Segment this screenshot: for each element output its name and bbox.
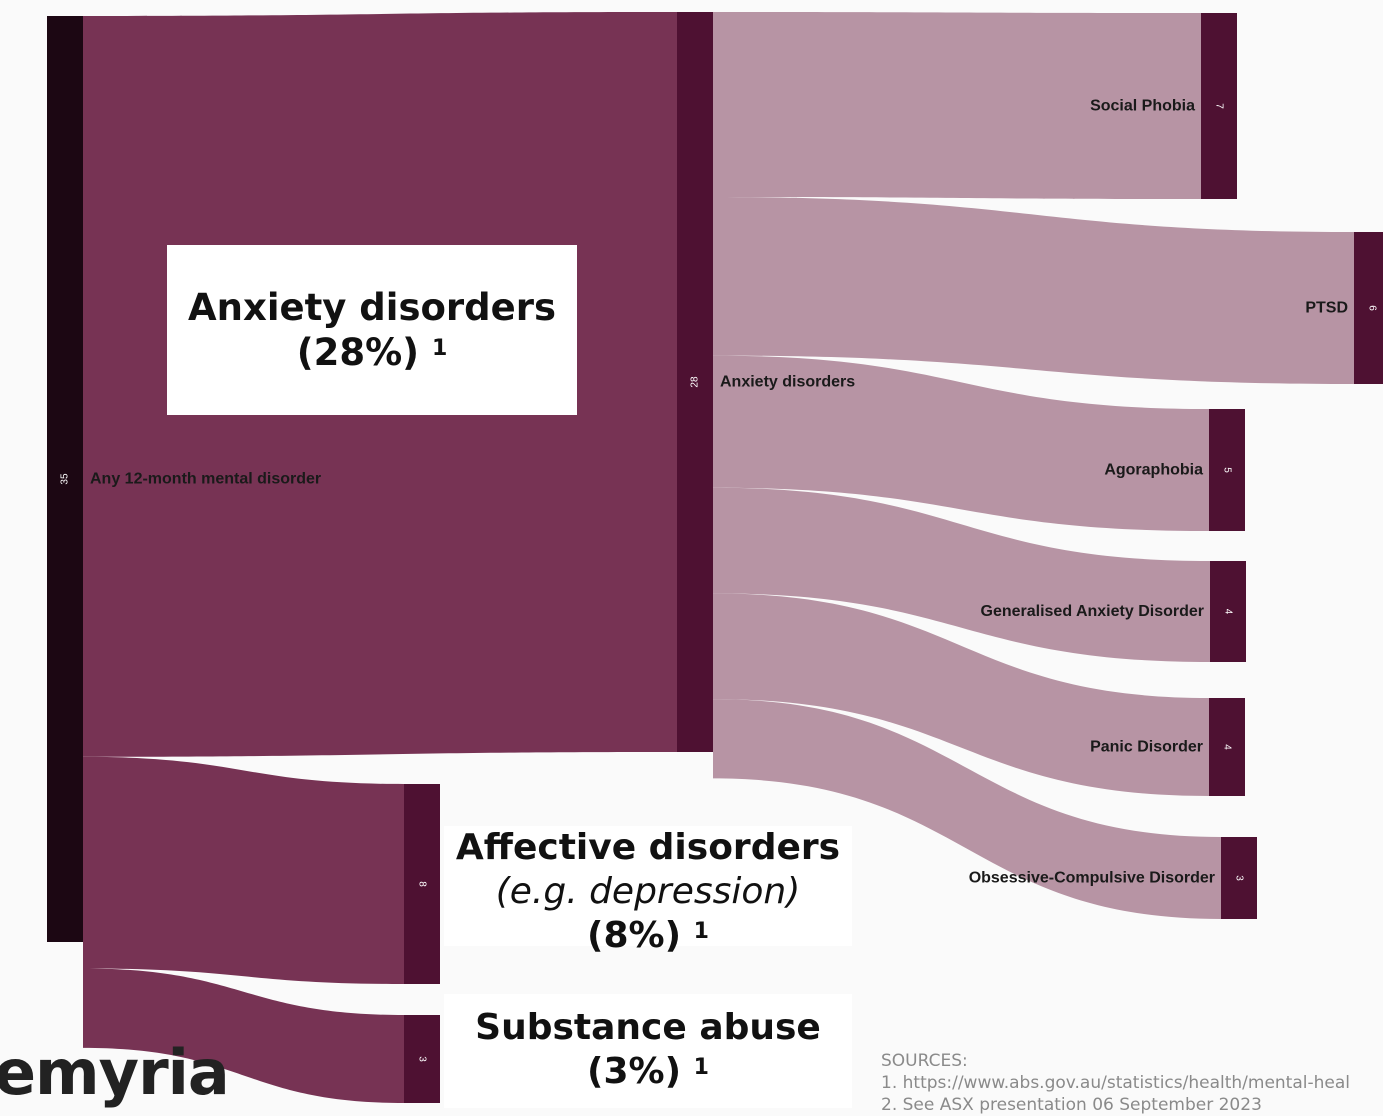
substance-callout-title: Substance abuse: [475, 1007, 821, 1048]
emyria-logo: emyria: [0, 1036, 230, 1109]
sankey-node-label-social: Social Phobia: [1090, 98, 1195, 115]
anxiety-callout-ref: 1: [431, 336, 448, 361]
sankey-node-label-agora: Agoraphobia: [1104, 462, 1203, 479]
sankey-link-anxiety-to-social: [713, 12, 1201, 199]
affective-callout-title: Affective disorders: [455, 827, 841, 868]
sankey-node-anxiety: [677, 12, 713, 752]
sankey-link-anxiety-to-panic: [713, 593, 1209, 796]
sankey-node-agora: [1209, 409, 1245, 531]
sankey-node-label-ptsd: PTSD: [1305, 300, 1348, 317]
anxiety-callout-pct: (28%): [296, 331, 420, 374]
sankey-node-value-ocd: 3: [1234, 875, 1245, 881]
sankey-node-value-agora: 5: [1222, 467, 1233, 473]
sankey-link-anxiety-to-ptsd: [713, 197, 1354, 384]
sankey-node-value-panic: 4: [1222, 744, 1233, 750]
anxiety-callout: Anxiety disorders (28%) 1: [167, 245, 577, 415]
affective-callout-pct: (8%): [587, 915, 682, 956]
sankey-node-label-any: Any 12-month mental disorder: [90, 471, 321, 488]
sources-heading: SOURCES:: [881, 1051, 968, 1071]
substance-callout-ref: 1: [693, 1055, 709, 1080]
sankey-node-value-any: 35: [60, 473, 71, 485]
sankey-node-ptsd: [1354, 232, 1383, 384]
sankey-link-any-to-affective: [83, 756, 404, 984]
sankey-node-ocd: [1221, 837, 1257, 919]
sankey-node-value-gad: 4: [1223, 609, 1234, 615]
sankey-node-panic: [1209, 698, 1245, 796]
sankey-node-value-substance: 3: [417, 1056, 428, 1062]
sankey-node-substance: [404, 1015, 440, 1103]
sources-block: SOURCES: 1. https://www.abs.gov.au/stati…: [881, 1050, 1383, 1116]
sankey-link-anxiety-to-agora: [713, 355, 1209, 531]
sankey-node-social: [1201, 13, 1237, 199]
substance-callout-pct: (3%): [587, 1051, 682, 1092]
sankey-link-anxiety-to-ocd: [713, 699, 1221, 919]
source-line-2: 2. See ASX presentation 06 September 202…: [881, 1095, 1262, 1115]
sankey-node-label-panic: Panic Disorder: [1090, 739, 1203, 756]
sankey-node-affective: [404, 784, 440, 984]
sankey-node-value-social: 7: [1214, 103, 1225, 109]
sankey-node-value-affective: 8: [417, 881, 428, 887]
sankey-node-gad: [1210, 561, 1246, 662]
affective-callout-subtitle: (e.g. depression): [495, 871, 801, 912]
affective-callout: Affective disorders (e.g. depression) (8…: [444, 826, 852, 956]
sankey-node-label-gad: Generalised Anxiety Disorder: [981, 603, 1205, 620]
sankey-node-label-anxiety: Anxiety disorders: [720, 374, 855, 391]
sankey-node-label-ocd: Obsessive-Compulsive Disorder: [969, 870, 1215, 887]
anxiety-callout-title: Anxiety disorders: [187, 286, 556, 329]
substance-callout: Substance abuse (3%) 1: [444, 994, 852, 1108]
sankey-link-any-to-substance: [83, 968, 404, 1103]
sankey-node-any: [47, 16, 83, 942]
source-line-1: 1. https://www.abs.gov.au/statistics/hea…: [881, 1073, 1350, 1093]
sankey-node-value-anxiety: 28: [690, 376, 701, 388]
sankey-node-value-ptsd: 6: [1367, 305, 1378, 311]
sankey-links: [83, 12, 1354, 1103]
affective-callout-ref: 1: [693, 919, 709, 944]
sankey-link-anxiety-to-gad: [713, 487, 1210, 662]
